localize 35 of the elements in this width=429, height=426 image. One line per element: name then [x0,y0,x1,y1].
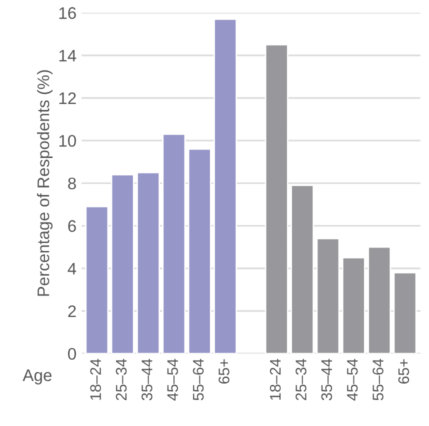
bar [162,133,186,354]
bar [136,172,160,354]
x-tick-label: 25–34 [116,358,127,400]
bar [368,246,392,354]
x-tick-label: 65+ [398,359,410,384]
x-axis-title: Age [22,370,52,384]
y-tick-label: 12 [59,92,76,104]
x-tick-label: 18–24 [270,358,281,400]
x-tick-label: 45–54 [347,358,358,401]
y-axis-title: Percentage of Respodents (%) [37,70,53,296]
bar [264,44,288,354]
bar [393,272,417,354]
bar [110,174,134,354]
x-tick-label: 45–54 [167,358,178,401]
x-tick-label: 25–34 [296,358,306,400]
x-tick-label: 55–64 [372,358,384,400]
y-tick-label: 16 [59,7,76,19]
x-tick-label: 18–24 [90,358,102,400]
x-tick-label: 35–44 [321,358,332,400]
y-tick-label: 2 [68,305,76,318]
bar [188,148,212,354]
bar [342,257,366,354]
y-tick-label: 0 [68,348,76,360]
y-tick-label: 14 [59,50,76,62]
x-tick-label: 65+ [218,359,230,384]
y-tick-label: 10 [59,134,76,147]
y-tick-label: 4 [68,262,76,274]
x-tick-label: 35–44 [142,358,152,400]
bar [214,18,238,354]
bar [316,238,340,354]
bar [290,184,314,354]
y-tick-label: 6 [68,220,76,232]
y-tick-label: 8 [68,178,76,190]
x-tick-label: 55–64 [192,358,204,400]
bar [85,206,109,354]
